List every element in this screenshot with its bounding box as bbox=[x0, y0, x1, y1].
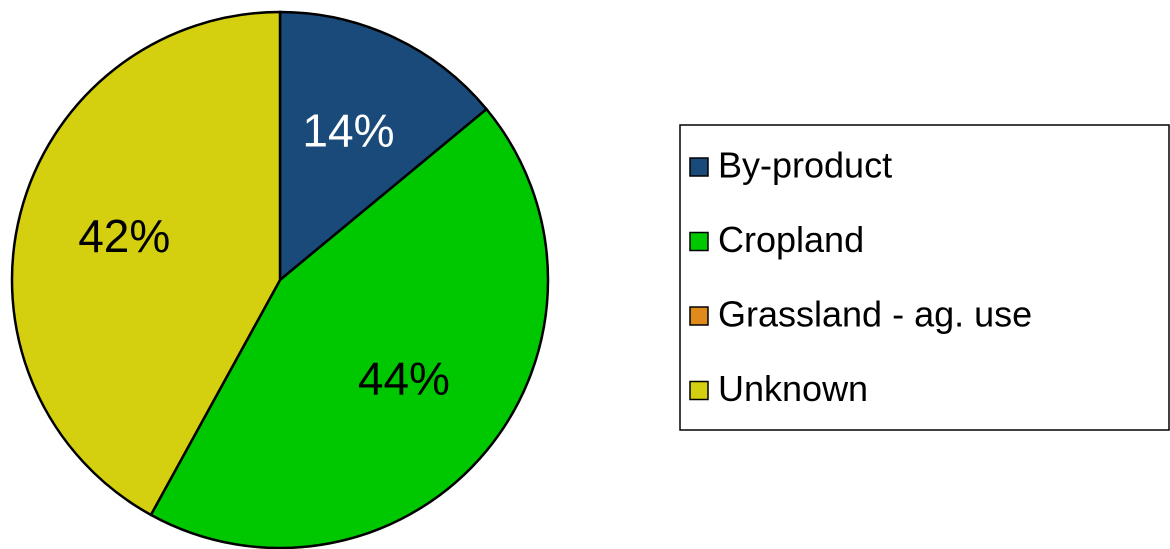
legend-label: By-product bbox=[718, 145, 892, 186]
pie-slice bbox=[10, 10, 282, 517]
legend-label: Cropland bbox=[718, 219, 864, 260]
data-label: 42% bbox=[78, 210, 170, 262]
data-label: 44% bbox=[358, 353, 450, 405]
legend-swatch bbox=[689, 380, 709, 401]
legend-swatch bbox=[689, 306, 709, 326]
pie-slice bbox=[149, 107, 550, 549]
legend-box bbox=[679, 124, 1170, 431]
legend-label: Unknown bbox=[718, 368, 868, 409]
legend-label: Grassland - ag. use bbox=[718, 294, 1032, 335]
pie-slice bbox=[278, 10, 489, 283]
data-label: 14% bbox=[302, 105, 394, 157]
legend-swatch bbox=[689, 157, 709, 177]
legend-swatch bbox=[689, 231, 709, 252]
